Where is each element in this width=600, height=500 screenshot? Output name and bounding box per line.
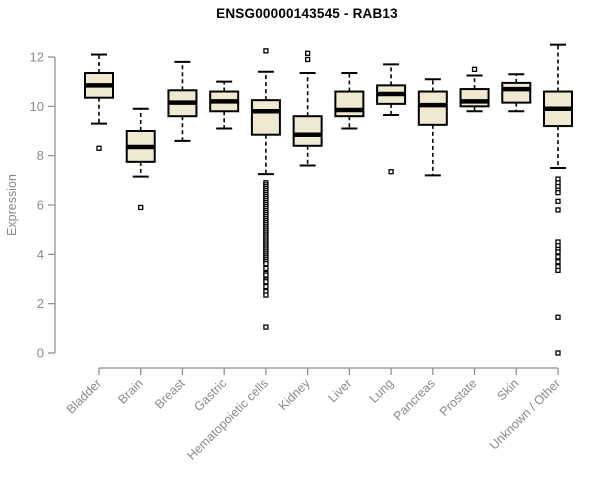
x-category-label: Unknown / Other (487, 376, 563, 452)
x-category-label: Kidney (276, 376, 313, 413)
outlier-point (555, 190, 561, 196)
plot-area: 0 2 4 6 8 10 12 Bladder Brain Breast GastricHemato… (30, 43, 573, 463)
x-category-label: Bladder (64, 376, 104, 416)
y-tick-label: 4 (37, 247, 44, 262)
box-iqr (292, 115, 323, 147)
chart-title: ENSG00000143545 - RAB13 (216, 6, 398, 21)
outlier-point (555, 254, 561, 260)
y-tick-label: 6 (37, 198, 44, 213)
box-iqr (334, 90, 365, 118)
y-tick-label: 12 (30, 50, 44, 65)
x-category-label: Brain (115, 376, 146, 407)
y-axis-title: Expression (5, 174, 19, 236)
x-category-label: Lung (367, 376, 397, 406)
outlier-point (263, 279, 269, 285)
outlier-point (304, 50, 311, 56)
outlier-point (263, 324, 269, 330)
outlier-point (263, 272, 269, 278)
x-category-label: Gastric (191, 376, 229, 414)
box-iqr (417, 90, 448, 126)
outlier-point (96, 145, 102, 151)
x-category-label: Skin (494, 376, 521, 403)
x-category-label: Breast (152, 376, 188, 412)
outlier-point (263, 292, 269, 298)
outlier-point (555, 350, 561, 356)
outlier-point (263, 265, 269, 272)
outlier-point (471, 66, 478, 72)
x-category-label: Hematopoietic cells (184, 376, 271, 463)
y-tick-label: 8 (37, 148, 44, 163)
x-category-label: Prostate (437, 376, 480, 419)
x-category-label: Pancreas (391, 376, 438, 423)
y-tick-label: 10 (30, 99, 44, 114)
outlier-point (555, 249, 561, 255)
outlier-point (263, 261, 269, 267)
y-tick-label: 2 (37, 296, 44, 311)
outlier-point (263, 283, 269, 290)
box-iqr (459, 88, 490, 108)
outlier-point (555, 314, 561, 320)
outlier-point (555, 259, 561, 265)
outlier-point (138, 204, 144, 211)
outlier-point (555, 267, 561, 274)
y-tick-label: 0 (37, 346, 44, 361)
outlier-point (555, 207, 561, 213)
box-iqr (501, 81, 532, 104)
outlier-point (304, 56, 311, 63)
x-category-label: Liver (325, 376, 354, 405)
box-iqr (250, 99, 281, 136)
outlier-point (388, 169, 394, 175)
outlier-point (555, 198, 561, 204)
outlier-point (263, 48, 269, 54)
